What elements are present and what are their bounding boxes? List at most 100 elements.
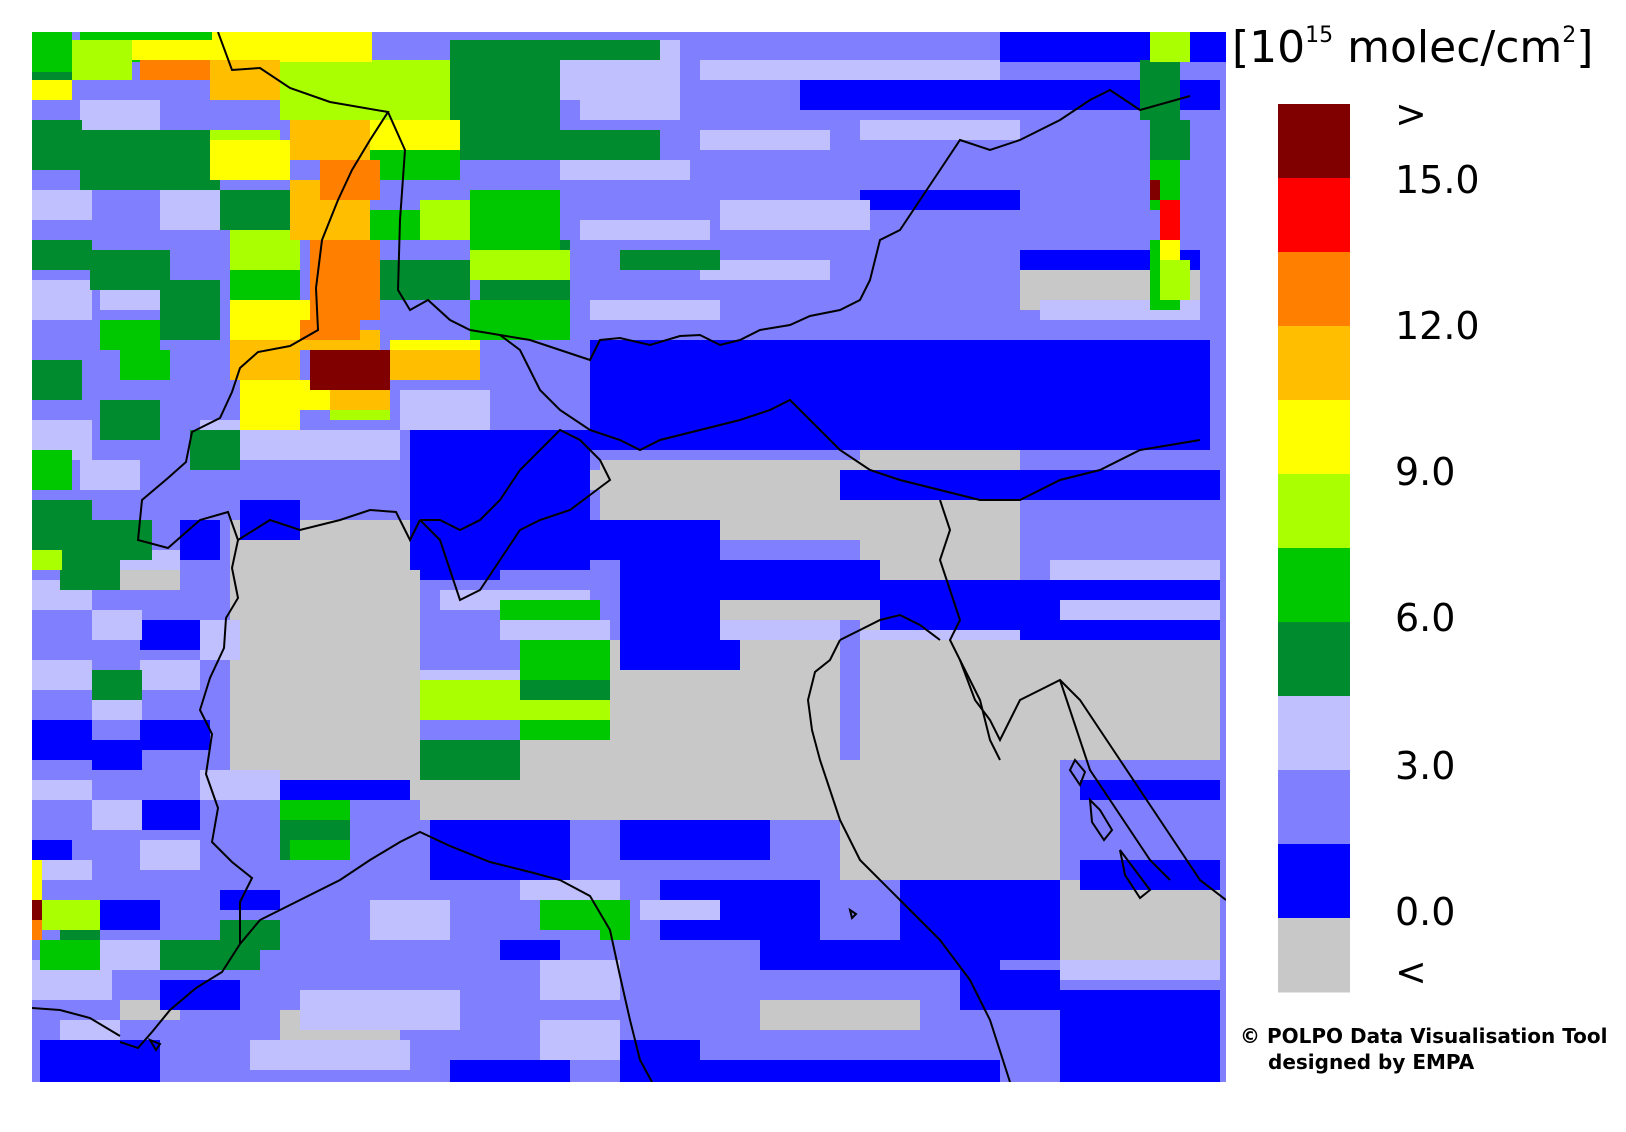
coast-adriatic-north	[839, 613, 941, 641]
map-pixel	[1060, 880, 1220, 960]
map-pixel	[32, 720, 92, 760]
map-pixel	[32, 900, 42, 920]
credit-line-2: designed by EMPA	[1268, 1050, 1475, 1074]
map-pixel	[190, 430, 240, 470]
map-pixel	[420, 200, 470, 240]
map-pixel	[180, 520, 220, 560]
map-pixel	[400, 390, 490, 430]
island-small-west	[147, 1037, 162, 1052]
map-pixel	[1160, 260, 1190, 300]
map-pixel	[520, 640, 610, 680]
map-pixel	[32, 780, 92, 800]
border-switzerland	[499, 334, 1201, 501]
island-3	[1068, 758, 1087, 788]
map-pixel	[300, 990, 460, 1030]
map-pixel	[620, 1040, 700, 1082]
map-pixel	[500, 940, 560, 960]
map-pixel	[32, 920, 42, 940]
map-pixel	[120, 350, 170, 380]
map-pixel	[1080, 860, 1220, 890]
map-pixel	[500, 600, 600, 620]
map-pixel	[310, 350, 390, 390]
map-pixel	[280, 60, 360, 120]
map-pixel	[212, 32, 372, 62]
map-pixel	[32, 660, 92, 690]
country-borders	[32, 32, 1226, 1082]
map-pixel	[32, 120, 82, 170]
map-pixel	[900, 880, 1060, 960]
coast-istria	[959, 659, 1226, 901]
map-pixel	[280, 800, 350, 820]
map-pixel	[700, 130, 830, 150]
map-pixel	[720, 200, 870, 230]
map-pixel	[1060, 990, 1220, 1082]
legend-tick-12: 12.0	[1395, 304, 1480, 348]
map-pixel	[160, 280, 220, 340]
map-pixel	[40, 1040, 160, 1082]
map-pixel	[220, 890, 280, 910]
legend-unit-title: [1015 molec/cm2]	[1232, 22, 1594, 73]
map-pixel	[860, 190, 1020, 210]
map-pixel	[350, 780, 410, 800]
map-pixel	[470, 190, 560, 250]
map-pixel	[620, 640, 740, 670]
map-pixel	[230, 230, 300, 270]
map-pixel	[290, 840, 350, 860]
map-pixel	[32, 280, 92, 320]
map-pixel	[160, 190, 220, 230]
legend-swatch	[1278, 252, 1350, 327]
map-pixel	[620, 820, 770, 860]
map-pixel	[380, 260, 470, 300]
coast-kvarner	[1059, 679, 1171, 881]
legend-swatch	[1278, 326, 1350, 401]
map-pixel	[60, 560, 120, 590]
map-pixel	[100, 940, 160, 970]
map-pixel	[520, 680, 610, 700]
map-pixel	[860, 630, 1020, 640]
map-pixel	[1060, 600, 1220, 620]
legend-tick-15: 15.0	[1395, 158, 1480, 202]
map-pixel	[420, 680, 520, 720]
map-pixel	[590, 300, 720, 320]
map-pixel	[92, 800, 142, 830]
border-west	[119, 32, 390, 1050]
map-pixel	[1160, 240, 1180, 260]
map-pixel	[1080, 780, 1220, 800]
map-pixel	[280, 780, 350, 800]
legend-top-label: >	[1395, 92, 1427, 136]
map-pixel	[40, 940, 100, 970]
island-2	[1119, 849, 1152, 900]
map-pixel	[700, 260, 830, 280]
map-pixel	[60, 1020, 120, 1040]
map-pixel	[72, 40, 132, 80]
border-italy-north	[237, 508, 421, 543]
map-pixel	[860, 640, 1220, 760]
map-pixel	[600, 920, 630, 940]
legend-swatch	[1278, 178, 1350, 253]
legend-tick-3: 3.0	[1395, 744, 1456, 788]
map-pixel	[1080, 620, 1220, 640]
map-pixel	[140, 60, 210, 80]
legend-tick-0: 0.0	[1395, 890, 1456, 934]
map-pixel	[470, 300, 570, 340]
map-pixel	[720, 600, 860, 620]
map-pixel	[1000, 32, 1226, 62]
map-pixel	[100, 320, 160, 350]
map-pixel	[370, 900, 450, 940]
map-pixel	[32, 360, 82, 400]
map-pixel	[620, 250, 720, 270]
legend-swatch	[1278, 400, 1350, 475]
map-pixel	[32, 450, 72, 490]
map-pixel	[80, 460, 140, 490]
map-pixel	[300, 320, 360, 340]
map-pixel	[700, 60, 1000, 80]
legend-swatch	[1278, 696, 1350, 771]
map-pixel	[80, 100, 160, 130]
map-pixel	[960, 970, 1060, 1010]
map-pixel	[320, 160, 380, 200]
map-pixel	[230, 520, 420, 800]
map-pixel	[560, 130, 660, 160]
map-pixel	[1160, 200, 1180, 240]
map-pixel	[640, 900, 720, 920]
